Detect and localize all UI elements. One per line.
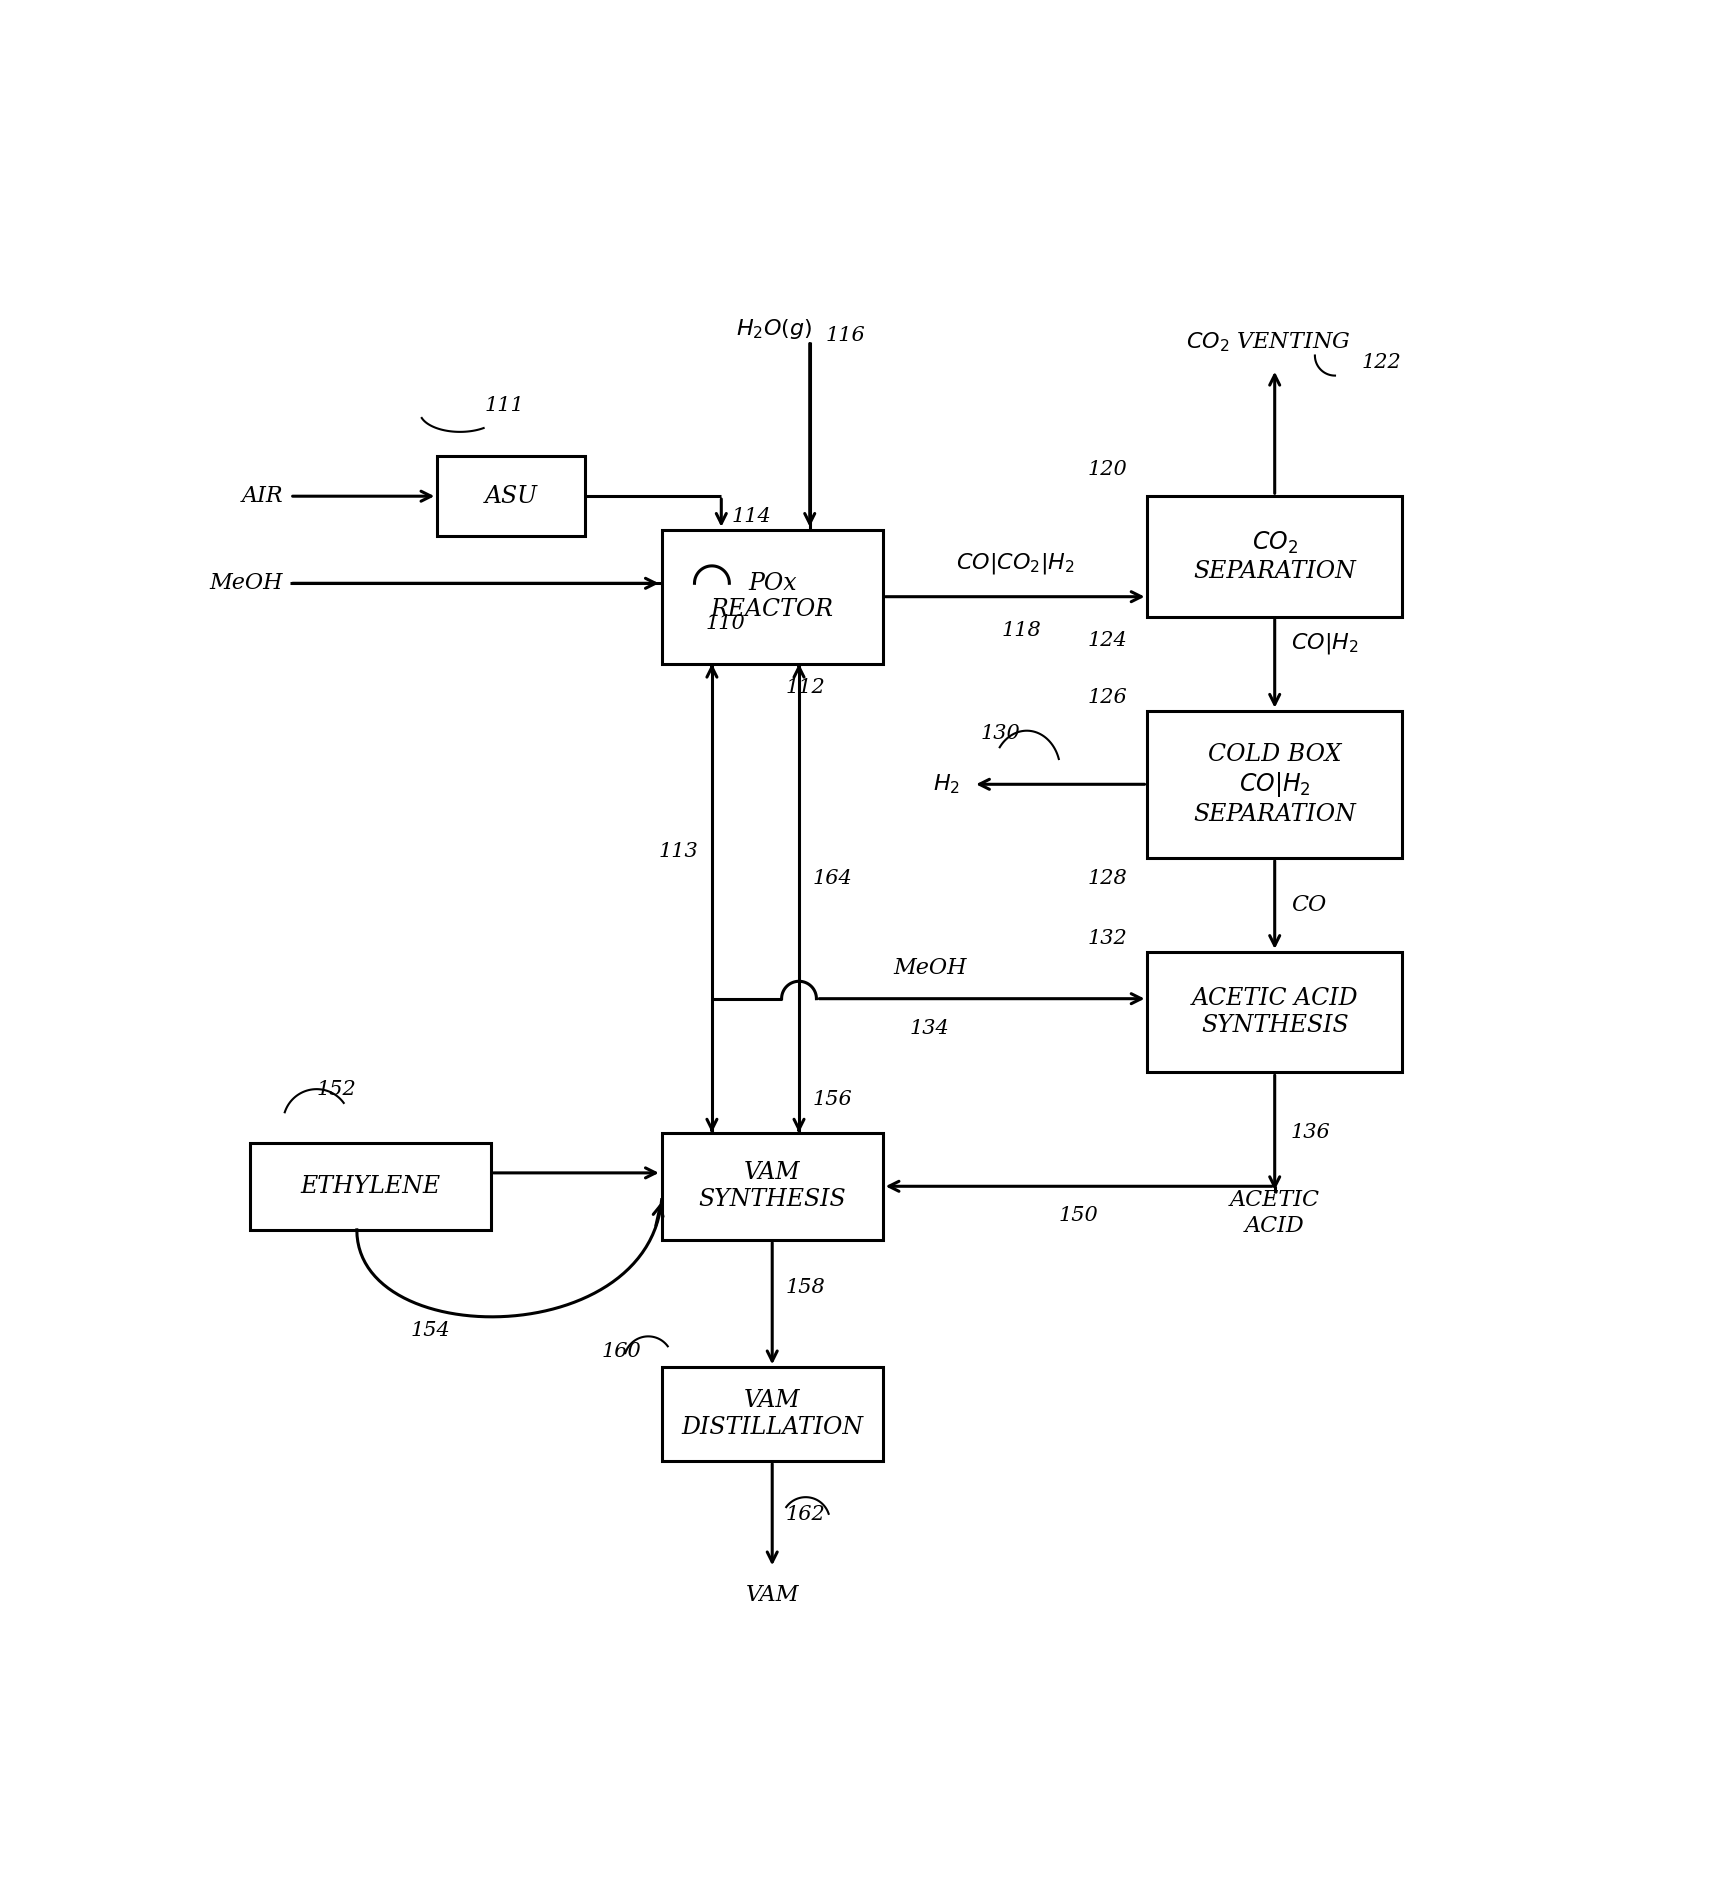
Text: 112: 112 bbox=[785, 678, 825, 697]
Text: $CO_2$ VENTING: $CO_2$ VENTING bbox=[1186, 330, 1350, 353]
Text: 114: 114 bbox=[731, 507, 771, 526]
Bar bbox=[662, 530, 884, 664]
Text: $H_2$: $H_2$ bbox=[934, 772, 960, 795]
Text: ACETIC
ACID: ACETIC ACID bbox=[1229, 1190, 1319, 1237]
Text: 122: 122 bbox=[1362, 353, 1402, 372]
Text: ETHYLENE: ETHYLENE bbox=[301, 1175, 441, 1198]
Text: 134: 134 bbox=[909, 1019, 949, 1038]
Bar bbox=[1148, 951, 1402, 1072]
Text: $CO|CO_2|H_2$: $CO|CO_2|H_2$ bbox=[956, 550, 1074, 575]
Text: 160: 160 bbox=[602, 1342, 641, 1361]
Text: 111: 111 bbox=[484, 395, 524, 414]
Text: 156: 156 bbox=[813, 1089, 852, 1108]
Text: $CO_2$
SEPARATION: $CO_2$ SEPARATION bbox=[1193, 530, 1356, 583]
Text: $CO|H_2$: $CO|H_2$ bbox=[1292, 632, 1359, 657]
Text: VAM
SYNTHESIS: VAM SYNTHESIS bbox=[699, 1162, 845, 1211]
Text: 128: 128 bbox=[1088, 869, 1127, 888]
Text: 150: 150 bbox=[1058, 1207, 1098, 1226]
Text: MeOH: MeOH bbox=[209, 573, 284, 594]
Bar bbox=[437, 456, 584, 537]
Text: AIR: AIR bbox=[242, 486, 284, 507]
Text: 132: 132 bbox=[1088, 928, 1127, 947]
Text: 124: 124 bbox=[1088, 632, 1127, 651]
Text: 130: 130 bbox=[980, 723, 1020, 742]
Text: 120: 120 bbox=[1088, 459, 1127, 478]
Bar bbox=[662, 1133, 884, 1239]
Text: ASU: ASU bbox=[484, 484, 538, 507]
Text: CO: CO bbox=[1292, 894, 1326, 917]
Text: COLD BOX
$CO|H_2$
SEPARATION: COLD BOX $CO|H_2$ SEPARATION bbox=[1193, 742, 1356, 826]
Text: 162: 162 bbox=[785, 1505, 825, 1524]
Text: $H_2O(g)$: $H_2O(g)$ bbox=[737, 317, 813, 342]
Text: POx
REACTOR: POx REACTOR bbox=[711, 571, 833, 621]
Bar bbox=[1148, 710, 1402, 858]
Text: 152: 152 bbox=[316, 1080, 356, 1099]
Text: 158: 158 bbox=[785, 1277, 825, 1296]
Bar bbox=[249, 1143, 491, 1230]
Text: 116: 116 bbox=[826, 326, 866, 345]
Bar bbox=[662, 1367, 884, 1461]
Text: 113: 113 bbox=[659, 843, 699, 862]
Text: 164: 164 bbox=[813, 869, 852, 888]
Text: MeOH: MeOH bbox=[892, 957, 967, 979]
Text: 118: 118 bbox=[1001, 621, 1041, 640]
Text: 110: 110 bbox=[705, 613, 745, 634]
Text: VAM
DISTILLATION: VAM DISTILLATION bbox=[681, 1389, 863, 1439]
Text: 126: 126 bbox=[1088, 687, 1127, 706]
Bar bbox=[1148, 495, 1402, 617]
Text: VAM: VAM bbox=[745, 1585, 799, 1606]
Text: ACETIC ACID
SYNTHESIS: ACETIC ACID SYNTHESIS bbox=[1191, 987, 1357, 1036]
Text: 154: 154 bbox=[410, 1321, 450, 1340]
Text: 136: 136 bbox=[1292, 1124, 1331, 1143]
